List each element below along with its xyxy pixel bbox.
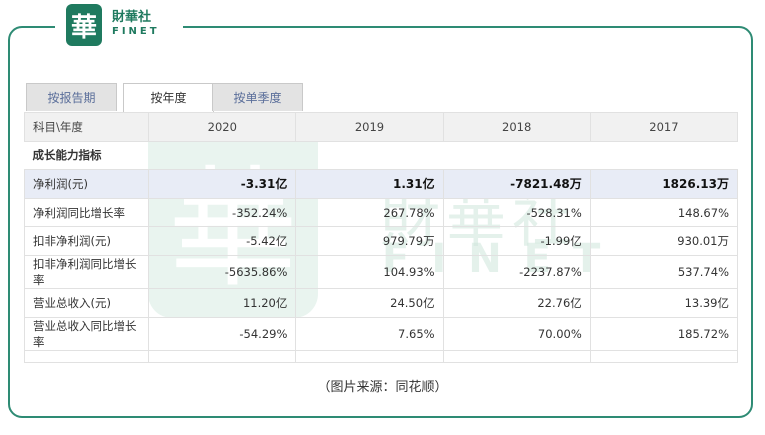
table-cell: -7821.48万	[442, 169, 591, 199]
table-cell: 22.76亿	[442, 287, 591, 318]
table-cell-empty	[442, 349, 591, 363]
table-cell: -1.99亿	[442, 226, 591, 256]
header-cell-year[interactable]: 2020	[148, 112, 297, 142]
table-cell: 13.39亿	[589, 287, 739, 318]
table-cell-empty	[589, 349, 739, 363]
table-row: 净利润(元) -3.31亿 1.31亿 -7821.48万 1826.13万	[23, 169, 739, 199]
table-cell: 104.93%	[295, 254, 444, 289]
table-cell: 1826.13万	[589, 169, 739, 199]
table-cell: 979.79万	[295, 226, 444, 256]
table-cell-empty	[295, 349, 444, 363]
table-cell-empty	[23, 349, 150, 363]
table-cell: -5.42亿	[148, 226, 297, 256]
table-cell: -5635.86%	[148, 254, 297, 289]
table-cell: 185.72%	[589, 316, 739, 351]
table-cell: 11.20亿	[148, 287, 297, 318]
finet-logo-icon: 華	[66, 4, 102, 46]
table-header-row: 科目\年度 2020 2019 2018 2017	[23, 112, 739, 142]
table-cell: -352.24%	[148, 197, 297, 228]
table-cell: 1.31亿	[295, 169, 444, 199]
section-row: 成长能力指标	[24, 140, 738, 171]
content-frame	[8, 26, 753, 418]
row-label: 扣非净利润同比增长率	[23, 254, 150, 289]
table-row: 扣非净利润同比增长率 -5635.86% 104.93% -2237.87% 5…	[23, 254, 739, 289]
table-cell: -54.29%	[148, 316, 297, 351]
header-cell-year[interactable]: 2018	[442, 112, 591, 142]
header-cell-year[interactable]: 2017	[589, 112, 739, 142]
table-cell: 537.74%	[589, 254, 739, 289]
tab-by-quarter[interactable]: 按单季度	[212, 83, 303, 111]
logo-text-en: FINET	[112, 26, 160, 37]
table-cell-empty	[148, 349, 297, 363]
row-label: 净利润(元)	[23, 169, 150, 199]
financial-table: 科目\年度 2020 2019 2018 2017 成长能力指标 净利润(元) …	[23, 112, 739, 363]
table-row: 净利润同比增长率 -352.24% 267.78% -528.31% 148.6…	[23, 197, 739, 228]
row-label: 营业总收入同比增长率	[23, 316, 150, 351]
table-row: 扣非净利润(元) -5.42亿 979.79万 -1.99亿 930.01万	[23, 226, 739, 256]
tab-by-year[interactable]: 按年度	[123, 83, 214, 112]
table-cell: -2237.87%	[442, 254, 591, 289]
row-label: 营业总收入(元)	[23, 287, 150, 318]
header-cell-subject: 科目\年度	[23, 112, 150, 142]
table-cell: -3.31亿	[148, 169, 297, 199]
image-source-caption: （图片来源：同花顺）	[317, 380, 448, 395]
table-row-empty	[23, 349, 739, 363]
table-cell: -528.31%	[442, 197, 591, 228]
table-cell: 24.50亿	[295, 287, 444, 318]
row-label: 净利润同比增长率	[23, 197, 150, 228]
row-label: 扣非净利润(元)	[23, 226, 150, 256]
table-row: 营业总收入同比增长率 -54.29% 7.65% 70.00% 185.72%	[23, 316, 739, 351]
table-cell: 930.01万	[589, 226, 739, 256]
table-cell: 70.00%	[442, 316, 591, 351]
table-cell: 7.65%	[295, 316, 444, 351]
table-cell: 267.78%	[295, 197, 444, 228]
table-row: 营业总收入(元) 11.20亿 24.50亿 22.76亿 13.39亿	[23, 287, 739, 318]
header-cell-year[interactable]: 2019	[295, 112, 444, 142]
logo-text-cn: 財華社	[112, 10, 152, 25]
section-title: 成长能力指标	[24, 140, 738, 171]
tab-by-report-period[interactable]: 按报告期	[26, 83, 117, 111]
table-cell: 148.67%	[589, 197, 739, 228]
